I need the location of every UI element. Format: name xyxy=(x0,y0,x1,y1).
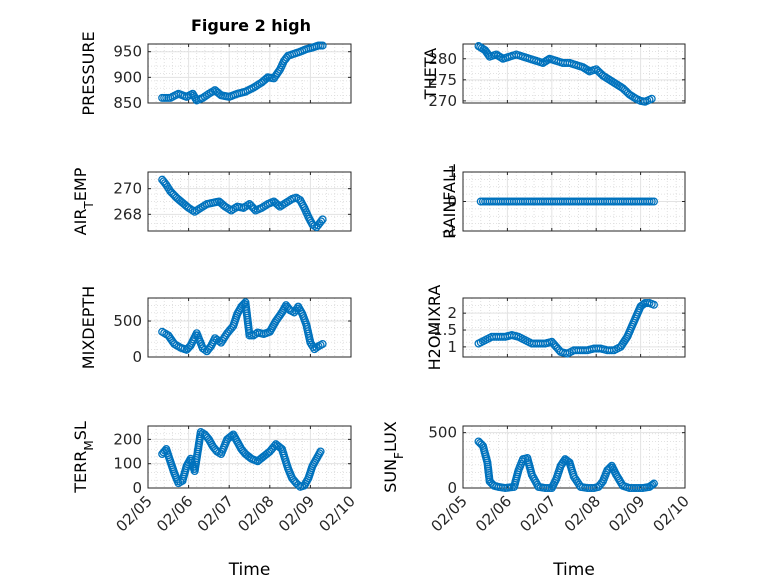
y-axis-label: PRESSURE xyxy=(79,31,98,115)
data-point xyxy=(573,478,583,487)
data-point xyxy=(317,217,326,226)
axes-box xyxy=(462,297,686,358)
axes-panel-3: 268 270 AIRTEMP xyxy=(71,167,352,235)
y-axis-label: MIXDEPTH xyxy=(79,286,98,369)
data-point xyxy=(645,197,654,206)
y-tick-label: 100 xyxy=(113,455,142,473)
data-point xyxy=(649,479,658,488)
data-point xyxy=(569,472,579,481)
y-axis-label: TERRMSL xyxy=(71,421,96,494)
y-tick-label: 270 xyxy=(113,180,142,198)
data-point xyxy=(572,476,581,485)
y-tick-label: 268 xyxy=(113,205,142,223)
data-point xyxy=(649,197,658,206)
axes-box xyxy=(147,43,352,104)
data-point xyxy=(630,93,639,102)
y-tick-label: 2 xyxy=(447,304,457,322)
data-point xyxy=(597,479,606,488)
x-axis-label: Time xyxy=(228,560,271,580)
data-point xyxy=(251,329,260,339)
data-point xyxy=(543,483,552,493)
y-tick-label: 280 xyxy=(428,50,457,68)
axes-box xyxy=(147,171,352,232)
data-point xyxy=(274,67,283,76)
axes-box xyxy=(147,297,352,358)
y-tick-label: 0 xyxy=(132,479,142,497)
axes-panel-1: 850 900 950 PRESSURE xyxy=(79,31,352,116)
y-tick-label: 1 xyxy=(447,163,457,181)
x-axis-label: Time xyxy=(552,560,595,580)
y-tick-label: 850 xyxy=(113,94,142,112)
axes-panel-5: 0 500 MIXDEPTH xyxy=(79,286,352,369)
y-tick-label: -1 xyxy=(442,222,457,240)
y-axis-label: RAINFALL xyxy=(440,164,459,239)
y-tick-label: 500 xyxy=(113,312,142,330)
data-point xyxy=(316,447,325,456)
y-tick-label: 0 xyxy=(447,479,457,497)
y-tick-label: 270 xyxy=(428,92,457,110)
data-point xyxy=(484,51,493,60)
data-point xyxy=(649,300,658,309)
y-tick-label: 200 xyxy=(113,430,142,448)
data-point xyxy=(639,300,648,309)
y-tick-label: 1 xyxy=(447,338,457,356)
y-tick-label: 500 xyxy=(428,424,457,442)
data-point xyxy=(318,215,327,224)
figure-title: Figure 2 high xyxy=(191,16,311,35)
y-axis-label: THETA xyxy=(421,48,440,100)
data-point xyxy=(647,197,656,206)
y-tick-label: 0 xyxy=(447,193,457,211)
data-point xyxy=(312,343,321,352)
data-point xyxy=(543,55,552,64)
data-point xyxy=(571,474,580,483)
y-tick-label: 900 xyxy=(113,68,142,86)
y-tick-label: 950 xyxy=(113,43,142,61)
data-point xyxy=(215,337,224,346)
data-point xyxy=(318,339,327,349)
y-tick-label: 275 xyxy=(428,71,457,89)
y-axis-label: H2OMIXRA xyxy=(425,285,444,371)
y-axis-label: SUNFLUX xyxy=(381,421,406,493)
data-point xyxy=(318,41,327,50)
data-point xyxy=(250,204,259,213)
data-point xyxy=(647,94,656,103)
data-point xyxy=(648,480,657,489)
data-point xyxy=(583,66,592,75)
data-point xyxy=(274,201,283,210)
data-point xyxy=(200,345,209,354)
axes-box xyxy=(147,425,352,489)
axes-box xyxy=(462,43,686,104)
y-tick-label: 0 xyxy=(132,348,142,366)
y-tick-label: 1.5 xyxy=(433,321,457,339)
y-axis-label: AIRTEMP xyxy=(71,167,96,235)
data-point xyxy=(202,91,211,100)
axes-box xyxy=(462,425,686,489)
data-point xyxy=(262,74,271,83)
data-point xyxy=(497,53,506,62)
